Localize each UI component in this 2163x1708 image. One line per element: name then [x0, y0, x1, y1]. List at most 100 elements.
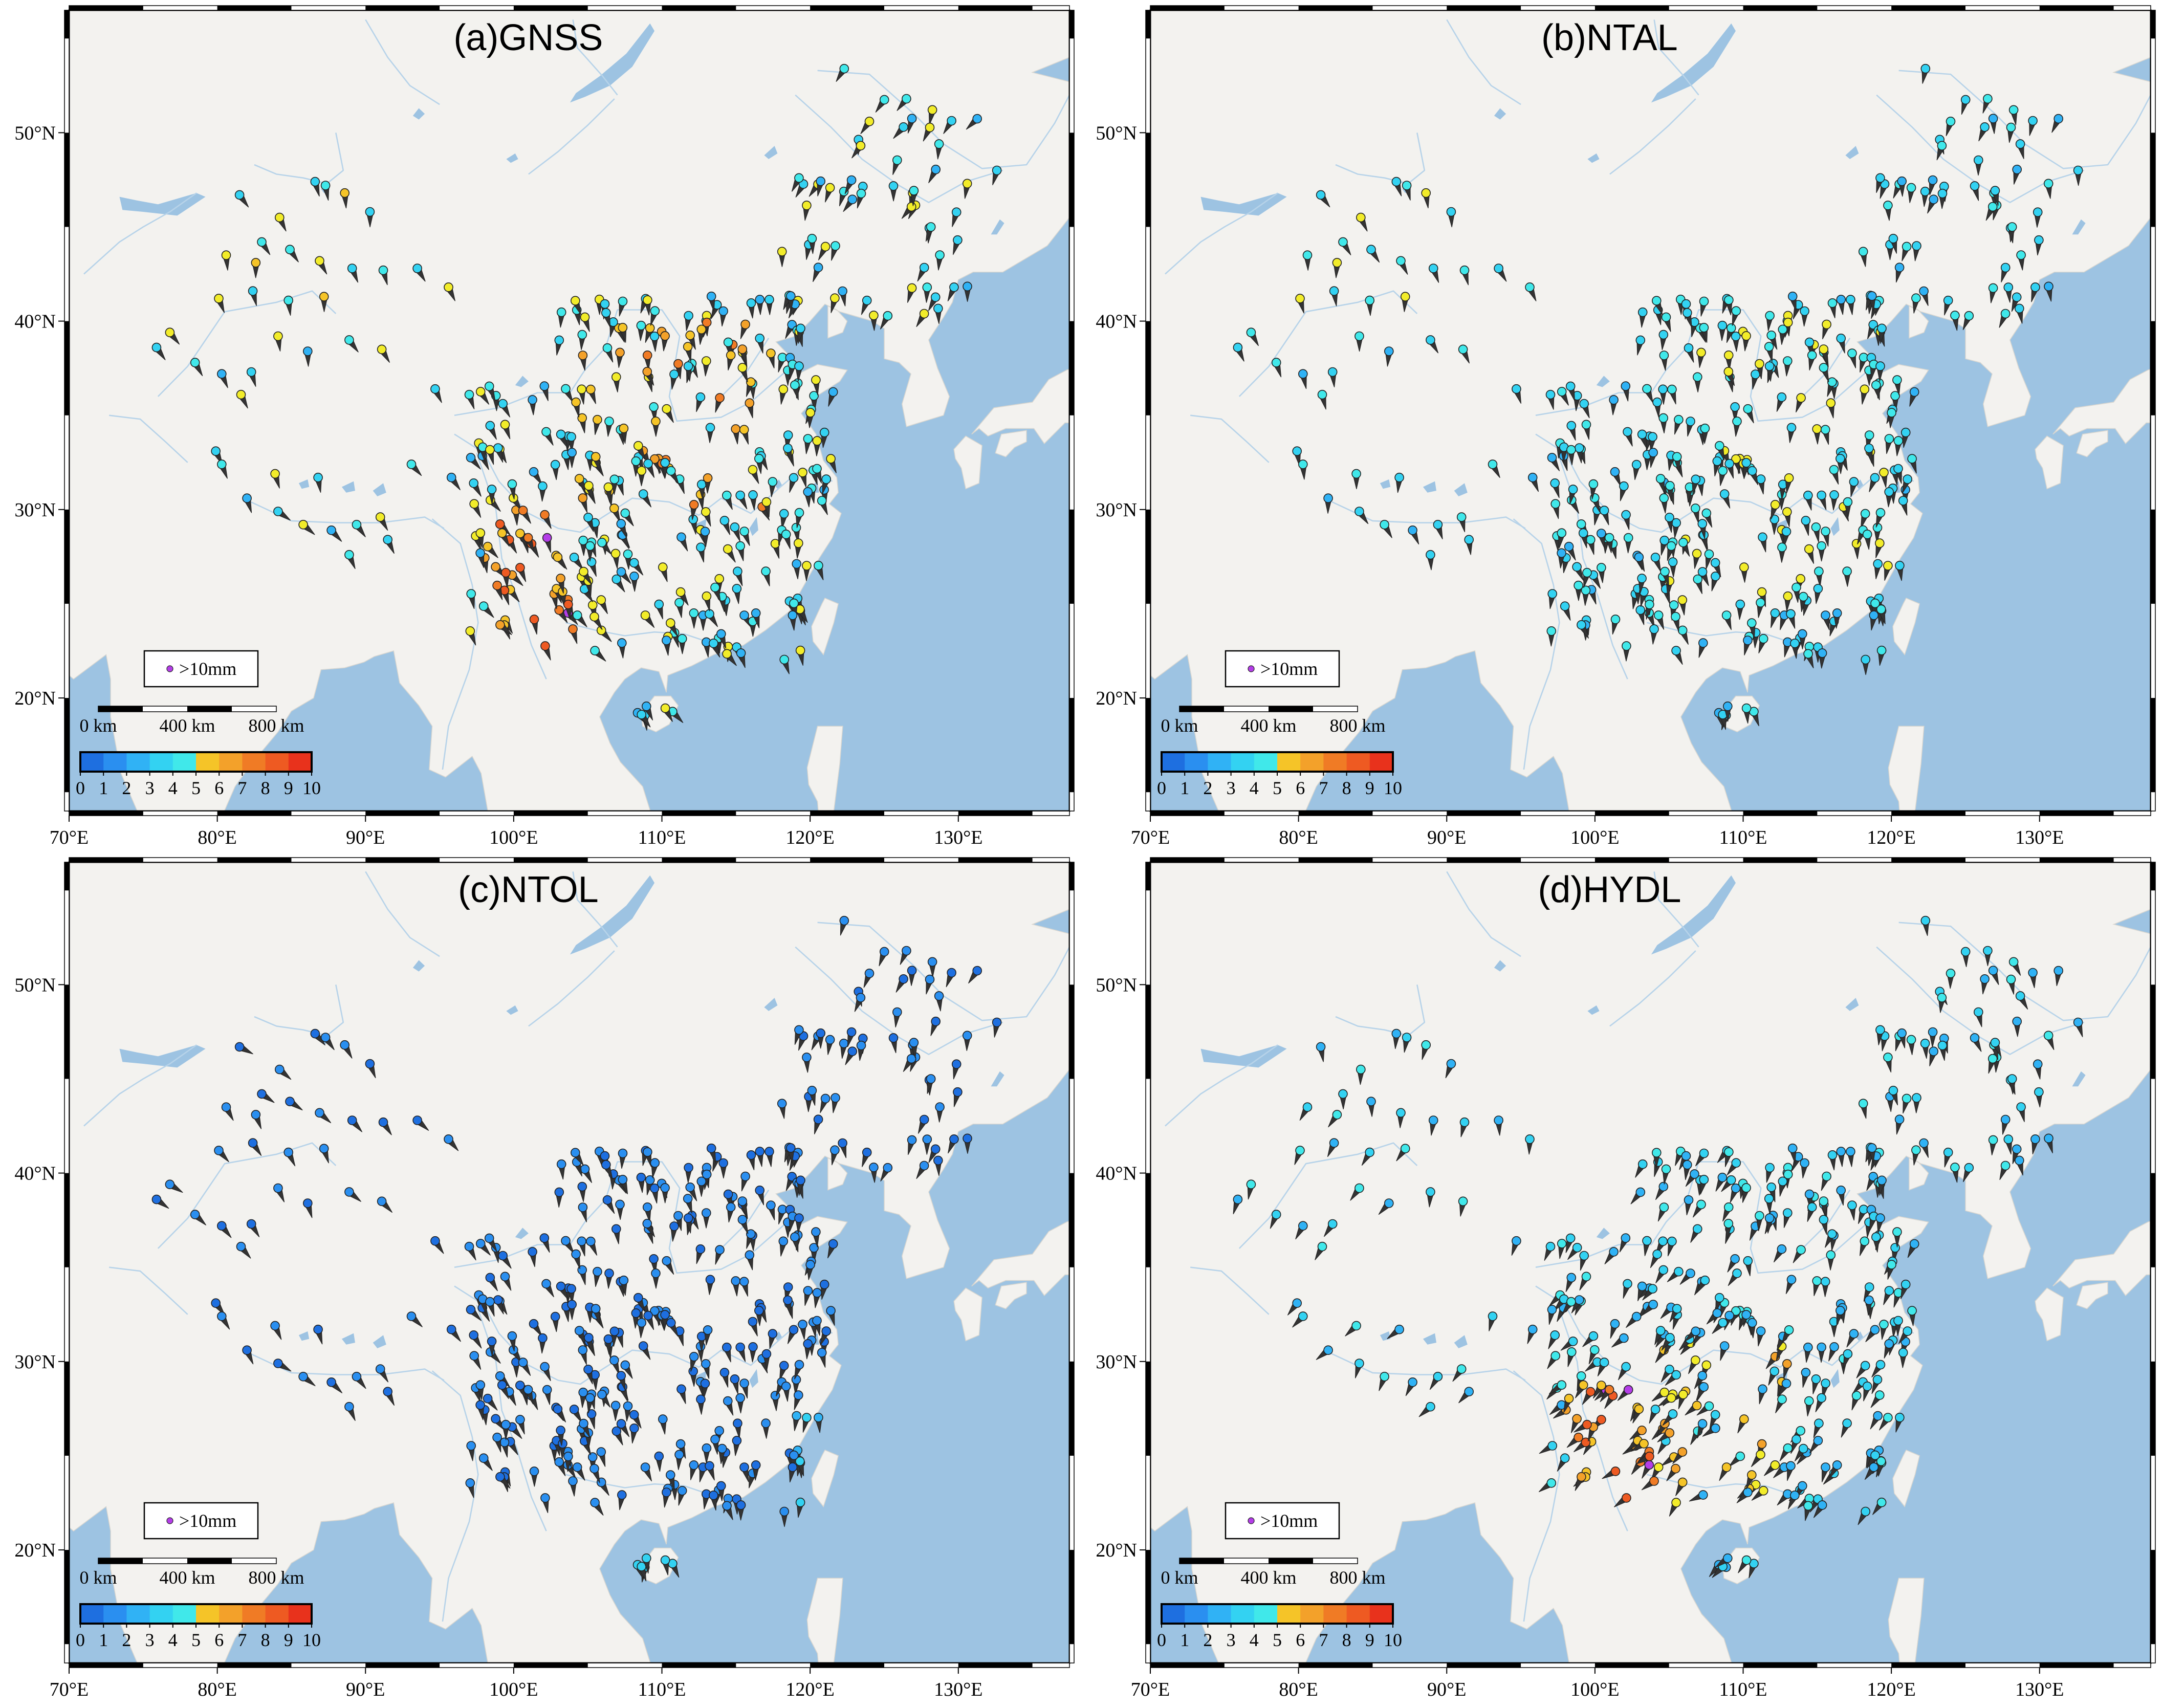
station-marker: [783, 1295, 793, 1316]
frame-segment: [69, 858, 143, 862]
station-marker: [710, 1434, 720, 1455]
colorbar-label: 0: [76, 1630, 85, 1650]
station-dot: [602, 343, 613, 353]
station-dot: [1851, 1391, 1862, 1400]
station-dot: [1298, 459, 1308, 469]
station-dot: [1550, 499, 1560, 509]
station-marker: [591, 1304, 601, 1324]
station-marker: [1546, 626, 1557, 647]
station-dot: [1366, 245, 1376, 255]
station-marker: [1642, 1460, 1654, 1479]
station-marker: [485, 421, 497, 440]
station-marker: [839, 1038, 849, 1059]
station-dot: [540, 510, 550, 520]
station-marker: [1871, 1360, 1886, 1377]
station-marker: [917, 262, 929, 282]
station-marker: [190, 358, 203, 377]
station-marker: [529, 1319, 542, 1337]
river: [454, 433, 833, 533]
station-dot: [796, 323, 805, 334]
station-marker: [257, 1089, 275, 1103]
station-dot: [1566, 445, 1576, 455]
station-dot: [1634, 552, 1644, 562]
station-dot: [603, 482, 614, 492]
station-dot: [2044, 281, 2053, 292]
station-marker: [875, 95, 889, 113]
station-dot: [234, 190, 245, 200]
station-marker: [1565, 381, 1576, 402]
station-dot: [803, 487, 813, 497]
station-dot: [583, 1365, 593, 1374]
station-marker: [1557, 387, 1569, 406]
colorbar-segment: [1300, 752, 1324, 772]
station-dot: [1724, 295, 1734, 305]
station-dot: [869, 1163, 879, 1172]
station-dot: [740, 319, 750, 330]
station-dot: [1721, 610, 1732, 620]
station-marker: [688, 514, 698, 535]
station-marker: [1879, 468, 1889, 488]
station-dot: [1719, 1341, 1730, 1351]
station-dot: [1408, 525, 1417, 535]
station-dot: [1488, 459, 1498, 469]
station-dot: [674, 598, 684, 608]
station-dot: [611, 1426, 622, 1436]
station-marker: [654, 599, 664, 620]
station-marker: [347, 264, 359, 283]
station-dot: [1426, 550, 1435, 560]
station-marker: [726, 350, 736, 370]
station-marker: [563, 600, 573, 620]
station-marker: [1588, 570, 1601, 589]
station-dot: [491, 562, 500, 572]
station-marker: [1999, 309, 2011, 328]
station-dot: [746, 1229, 756, 1239]
station-dot: [963, 1133, 972, 1144]
station-marker: [695, 392, 706, 412]
station-marker: [1751, 1450, 1765, 1468]
station-dot: [643, 295, 652, 305]
lake: [2072, 219, 2086, 235]
station-marker: [251, 258, 261, 278]
station-marker: [755, 333, 764, 354]
station-marker: [827, 1239, 838, 1259]
station-marker: [466, 453, 481, 470]
station-dot: [500, 1272, 510, 1282]
station-dot: [1814, 566, 1824, 576]
station-dot: [1560, 601, 1570, 611]
station-dot: [1550, 1330, 1560, 1340]
station-dot: [789, 1450, 799, 1460]
station-dot: [1456, 1364, 1467, 1374]
station-marker: [1867, 291, 1877, 312]
station-marker: [716, 629, 727, 649]
station-marker: [571, 1148, 584, 1166]
station-dot: [1826, 398, 1836, 408]
station-dot: [862, 1147, 872, 1157]
station-dot: [892, 155, 902, 165]
station-dot: [674, 1450, 684, 1460]
station-marker: [1787, 291, 1798, 312]
station-dot: [326, 525, 336, 535]
station-dot: [696, 1176, 707, 1187]
station-marker: [326, 525, 342, 542]
station-dot: [714, 1426, 724, 1436]
station-dot: [1829, 490, 1839, 500]
station-dot: [650, 306, 660, 316]
station-marker: [1985, 202, 1998, 221]
station-marker: [702, 1169, 712, 1190]
station-dot: [922, 282, 932, 292]
station-marker: [2006, 122, 2016, 143]
station-dot: [1637, 574, 1647, 583]
station-dot: [615, 1199, 625, 1210]
station-marker: [854, 993, 866, 1012]
station-dot: [633, 1293, 643, 1303]
station-marker: [1387, 1324, 1404, 1339]
station-marker: [1582, 1331, 1599, 1347]
station-marker: [151, 1194, 169, 1209]
station-marker: [554, 335, 564, 356]
station-dot: [1950, 311, 1960, 320]
station-dot: [783, 1282, 793, 1292]
station-marker: [1697, 519, 1708, 539]
land-island: [806, 1578, 843, 1663]
station-dot: [779, 1506, 789, 1517]
station-dot: [1577, 620, 1586, 630]
